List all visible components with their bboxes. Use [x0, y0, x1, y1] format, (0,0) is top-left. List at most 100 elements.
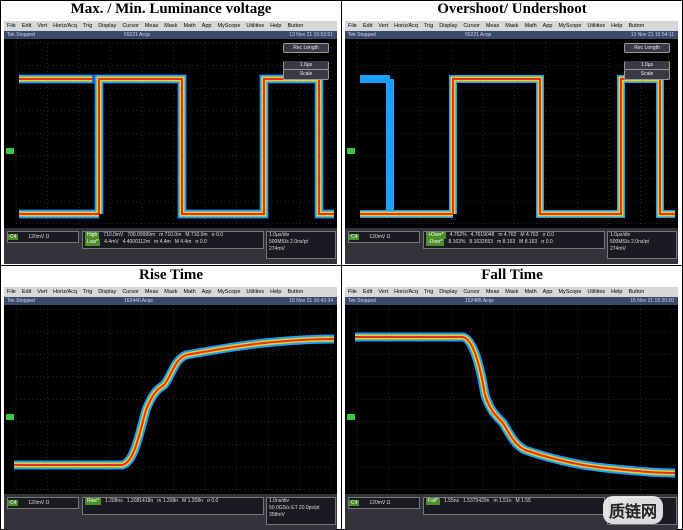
menu-item[interactable]: Mask — [505, 23, 519, 29]
menu-item[interactable]: Utilities — [587, 289, 606, 295]
menu-item[interactable]: App — [201, 289, 212, 295]
menu-item[interactable]: Trig — [424, 289, 434, 295]
menu-item[interactable]: MyScope — [558, 23, 582, 29]
menu-item[interactable]: App — [201, 23, 212, 29]
menu-item[interactable]: Help — [270, 23, 282, 29]
menu-item[interactable]: Meas — [144, 289, 159, 295]
menu-item[interactable]: Edit — [362, 23, 373, 29]
horizontal-setting: 500MS/s 2.0ns/pt — [610, 239, 649, 245]
menu-item[interactable]: File — [7, 289, 16, 295]
side-button[interactable]: 1.0µs — [624, 61, 670, 70]
menu-item[interactable]: File — [348, 23, 357, 29]
measurement-row: Low* 4.4mV 4.4000112m m 4.4m M 4.4m σ 0.0 — [85, 239, 263, 246]
run-status: Tek Stopped — [7, 32, 35, 38]
menu-item[interactable]: Help — [270, 289, 282, 295]
menu-item[interactable]: Meas — [485, 23, 500, 29]
side-button[interactable]: Scale — [283, 69, 329, 80]
menu-item[interactable]: Utilities — [246, 23, 265, 29]
channel-box: C4 120mV Ω — [348, 231, 420, 243]
menu-item[interactable]: MyScope — [217, 289, 241, 295]
menu-item[interactable]: Mask — [164, 289, 178, 295]
measurement-label: High — [85, 232, 100, 239]
measurement-row: Rise* 1.208ns 1.2081418n m 1.208n M 1.208n σ … — [85, 498, 263, 505]
horizontal-setting: 1.0ns/div — [269, 498, 290, 504]
measurement-value: σ 0.0 — [541, 239, 553, 245]
menu-item[interactable]: Mask — [164, 23, 178, 29]
measurement-value: M 1.55 — [515, 498, 531, 504]
menu-item[interactable]: Horiz/Acq — [53, 289, 77, 295]
waveform — [14, 334, 335, 470]
menu-item[interactable]: Math — [524, 289, 537, 295]
measurement-value: m 1.51n — [493, 498, 512, 504]
menu-item[interactable]: Horiz/Acq — [394, 289, 418, 295]
measurement-value: 1.5375429n — [463, 498, 490, 504]
menu-item[interactable]: Button — [628, 289, 645, 295]
measurement-label: -Over* — [426, 239, 445, 246]
menu-item[interactable]: Trig — [83, 289, 93, 295]
menu-item[interactable]: Vert — [378, 23, 389, 29]
menu-item[interactable]: Math — [183, 289, 196, 295]
menu-item[interactable]: App — [542, 23, 553, 29]
side-button[interactable]: Rec Length — [624, 43, 670, 53]
menu-item[interactable]: Cursor — [122, 289, 139, 295]
menu-item[interactable]: Horiz/Acq — [394, 23, 418, 29]
menu-item[interactable]: Cursor — [463, 23, 480, 29]
menu-item[interactable]: Meas — [485, 289, 500, 295]
waveform-screen — [345, 39, 678, 228]
measurement-value: 4.4000112m — [122, 239, 151, 245]
menu-item[interactable]: File — [7, 23, 16, 29]
menu-item[interactable]: Math — [183, 23, 196, 29]
menu-item[interactable]: Cursor — [463, 289, 480, 295]
menu-item[interactable]: Trig — [424, 23, 434, 29]
menu-item[interactable]: App — [542, 289, 553, 295]
measurement-box: Rise* 1.208ns 1.2081418n m 1.208n M 1.208n σ … — [82, 497, 264, 515]
measurement-value: m 8.163 — [497, 239, 516, 245]
menu-item[interactable]: Vert — [37, 289, 48, 295]
menu-item[interactable]: Trig — [83, 23, 93, 29]
menu-item[interactable]: Math — [524, 23, 537, 29]
menu-item[interactable]: Cursor — [122, 23, 139, 29]
menu-item[interactable]: Utilities — [587, 23, 606, 29]
menu-item[interactable]: MyScope — [217, 23, 241, 29]
timestamp: 15 Nov 21 16:43:34 — [289, 298, 333, 304]
menu-item[interactable]: Button — [287, 23, 304, 29]
menu-item[interactable]: Display — [439, 289, 458, 295]
grid — [356, 42, 673, 225]
menu-item[interactable]: Vert — [378, 289, 389, 295]
menu-item[interactable]: Edit — [21, 23, 32, 29]
menu-item[interactable]: Display — [98, 289, 117, 295]
horizontal-setting: 500MS/s 2.0ns/pt — [269, 239, 308, 245]
waveform — [360, 75, 675, 218]
side-button[interactable]: 1.0µs — [283, 61, 329, 70]
menu-item[interactable]: Meas — [144, 23, 159, 29]
acquisitions: 162440 Acqs — [124, 298, 153, 304]
side-button[interactable]: Rec Length — [283, 43, 329, 53]
measurement-row: -Over* 8.163% 8.1632653 m 8.163 M 8.163 σ 0.0 — [426, 239, 604, 246]
channel-marker — [347, 148, 355, 154]
menu-item[interactable]: Help — [611, 23, 623, 29]
menu-item[interactable]: Mask — [505, 289, 519, 295]
menu-item[interactable]: Display — [439, 23, 458, 29]
menu-item[interactable]: Utilities — [246, 289, 265, 295]
menu-item[interactable]: MyScope — [558, 289, 582, 295]
menu-item[interactable]: Vert — [37, 23, 48, 29]
measurement-value: σ 0.0 — [206, 498, 219, 504]
menu-item[interactable]: Help — [611, 289, 623, 295]
measurement-box: Fall* 1.55ns 1.5375429n m 1.51n M 1.55 — [423, 497, 605, 515]
measurement-value: 1.208ns — [104, 498, 123, 504]
menu-item[interactable]: Edit — [21, 289, 32, 295]
menu-item[interactable]: Button — [287, 289, 304, 295]
menu-item[interactable]: Button — [628, 23, 645, 29]
menu-item[interactable]: Display — [98, 23, 117, 29]
menu-item[interactable]: Horiz/Acq — [53, 23, 77, 29]
measurement-value: 4.4mV — [104, 239, 119, 245]
measurement-value: M 710.0m — [185, 232, 208, 238]
menu-item[interactable]: File — [348, 289, 357, 295]
side-button[interactable]: Scale — [624, 69, 670, 80]
measurement-label: Low* — [85, 239, 101, 246]
measurement-row: High 710.0mV 709.99999m m 710.0m M 710.0m σ 0… — [85, 232, 263, 239]
run-status: Tek Stopped — [348, 298, 376, 304]
menu-item[interactable]: Edit — [362, 289, 373, 295]
panel-title: Fall Time — [481, 267, 543, 283]
